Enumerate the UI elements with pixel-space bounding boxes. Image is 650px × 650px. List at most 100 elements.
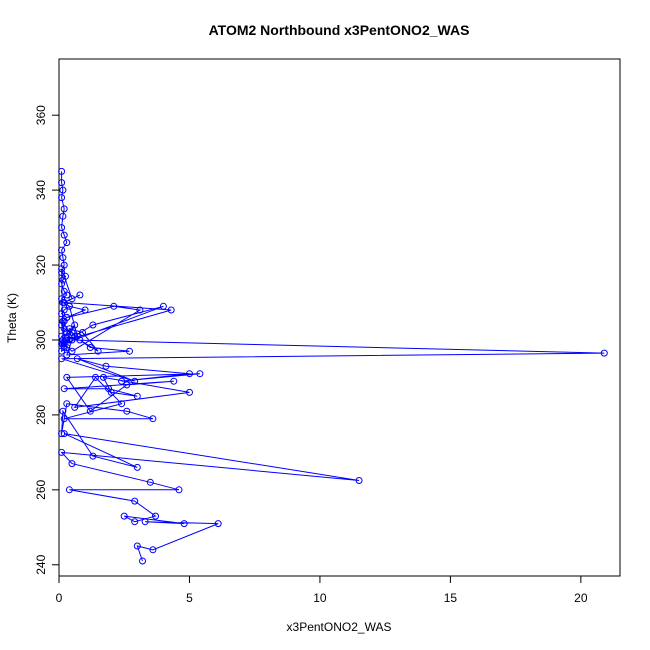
y-tick-label: 280: [34, 405, 48, 425]
data-point: [186, 370, 193, 378]
x-tick-label: 10: [313, 591, 327, 605]
data-point: [196, 370, 204, 378]
data-point: [107, 388, 115, 396]
data-point: [159, 302, 167, 310]
data-point: [99, 373, 107, 381]
data-point: [89, 321, 97, 329]
data-point: [58, 355, 66, 363]
data-point: [65, 486, 73, 494]
data-point: [58, 280, 66, 288]
data-point: [59, 276, 67, 284]
data-point: [60, 299, 68, 306]
data-point: [214, 520, 222, 528]
data-point: [60, 344, 68, 351]
data-point: [131, 518, 139, 526]
data-point: [58, 167, 66, 175]
data-point: [60, 340, 68, 348]
data-point: [133, 392, 141, 400]
data-series: [58, 167, 608, 565]
data-point: [68, 460, 76, 468]
data-point: [60, 231, 68, 239]
data-point: [58, 448, 66, 456]
data-point: [60, 430, 68, 438]
y-tick-label: 360: [34, 105, 48, 125]
data-point: [123, 407, 131, 415]
data-point: [58, 224, 66, 232]
y-axis-title: Theta (K): [5, 293, 19, 343]
x-axis-title: x3PentONO2_WAS: [287, 620, 392, 634]
data-point: [58, 194, 66, 202]
data-point: [60, 385, 68, 393]
y-axis: 240 260 280 300 320 340 360: [34, 105, 60, 575]
y-tick-label: 340: [34, 180, 48, 200]
y-tick-label: 320: [34, 255, 48, 275]
data-point: [123, 381, 131, 389]
data-point: [81, 306, 89, 314]
data-point: [58, 310, 66, 318]
data-point: [60, 415, 68, 423]
data-point: [63, 314, 71, 321]
data-point: [102, 362, 110, 370]
data-point: [65, 302, 73, 310]
data-point: [152, 512, 159, 520]
y-tick-label: 300: [34, 330, 48, 350]
data-point: [76, 336, 84, 344]
data-point: [71, 403, 79, 411]
data-point: [120, 512, 128, 520]
data-point: [131, 377, 139, 385]
data-point: [146, 478, 154, 486]
data-point: [59, 407, 67, 415]
data-point: [63, 291, 71, 299]
data-point: [59, 336, 67, 344]
data-point: [175, 486, 183, 494]
data-point: [58, 430, 66, 438]
data-point: [133, 542, 141, 550]
data-point: [58, 179, 66, 187]
data-point: [167, 306, 175, 314]
data-point: [65, 325, 73, 333]
data-point: [68, 347, 76, 355]
data-point: [149, 546, 157, 554]
data-point: [131, 497, 139, 505]
data-point: [86, 407, 94, 415]
data-point: [186, 388, 193, 396]
data-point: [89, 452, 97, 460]
plot-area-frame: [58, 58, 621, 577]
data-point: [63, 239, 71, 247]
data-point: [118, 377, 126, 385]
data-point: [600, 349, 608, 357]
data-point: [170, 377, 178, 385]
data-point: [136, 306, 144, 314]
chart-title: ATOM2 Northbound x3PentONO2_WAS: [209, 22, 470, 38]
data-point: [141, 518, 149, 526]
data-point: [68, 336, 76, 344]
data-point: [133, 463, 141, 471]
x-tick-label: 5: [186, 591, 193, 605]
x-tick-label: 0: [56, 591, 63, 605]
data-point: [86, 344, 94, 351]
data-point: [59, 212, 67, 220]
data-point: [58, 246, 66, 254]
data-point: [63, 373, 71, 381]
data-point: [60, 205, 68, 213]
data-point: [94, 347, 102, 355]
data-point: [59, 254, 67, 262]
data-point: [68, 295, 76, 303]
data-point: [149, 415, 157, 423]
data-point: [58, 269, 66, 276]
data-point: [126, 347, 133, 355]
data-point: [118, 400, 126, 408]
y-tick-label: 240: [34, 554, 48, 574]
x-tick-label: 20: [574, 591, 588, 605]
data-point: [63, 351, 71, 359]
data-point: [71, 321, 79, 329]
data-point: [110, 302, 118, 310]
data-point: [139, 557, 146, 565]
series-line: [60, 171, 605, 562]
x-tick-label: 15: [444, 591, 458, 605]
data-point: [63, 400, 71, 408]
y-tick-label: 260: [34, 480, 48, 500]
data-point: [58, 265, 66, 273]
data-point: [355, 477, 363, 484]
